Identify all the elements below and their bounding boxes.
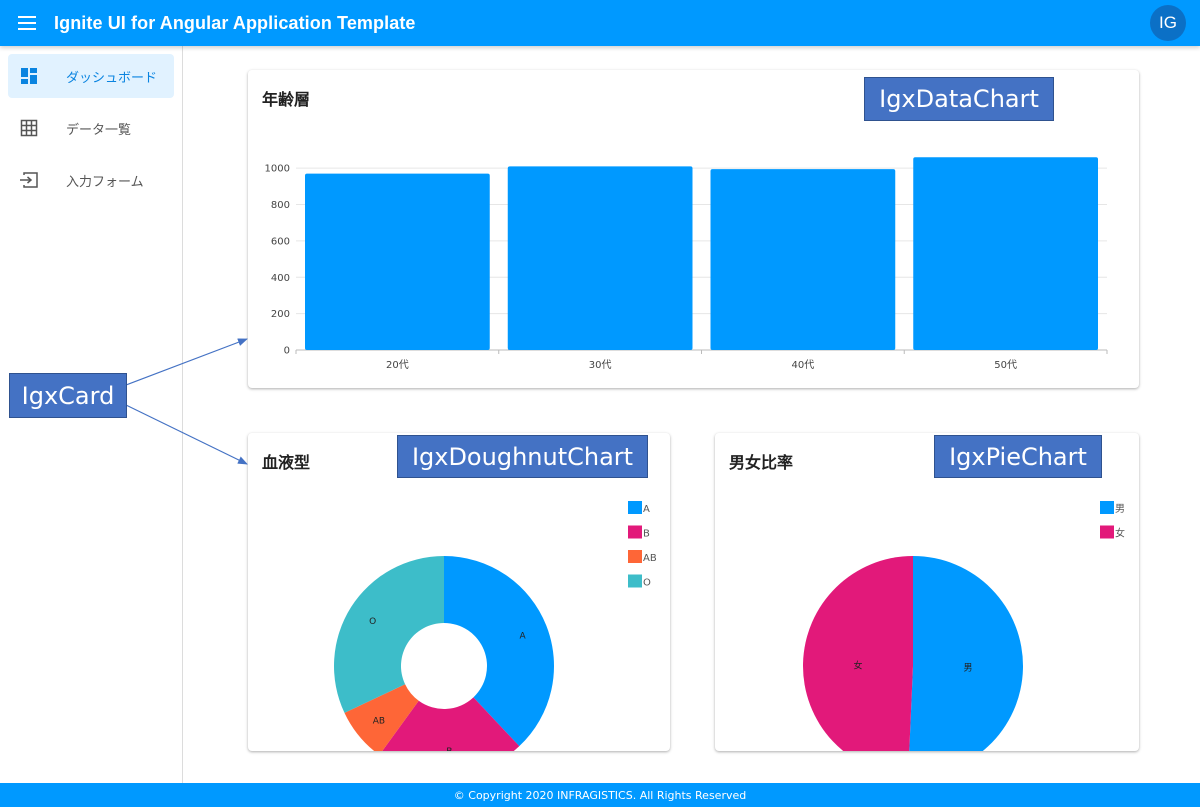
sidebar-item-data-list[interactable]: データ一覧 [8,106,174,150]
slice-label: B [446,747,452,751]
slice-男 [909,556,1023,751]
blood-type-card: 血液型 ABABOABABO [248,433,670,751]
annotation-data-chart: IgxDataChart [864,77,1054,121]
age-bar-chart: 0 200 400 600 800 1000 20代 30代 40代 50代 [265,157,1108,371]
annotation-doughnut-chart: IgxDoughnutChart [397,435,648,478]
legend-swatch-女 [1100,525,1114,539]
card-title: 血液型 [262,453,311,472]
bar-20代 [305,173,490,350]
slice-label: 女 [854,659,863,671]
bar-30代 [507,166,693,350]
y-tick-label: 200 [271,309,290,320]
slice-AB [344,684,419,751]
legend-label: A [643,504,650,515]
slice-B [382,697,520,751]
slice-label: O [369,617,376,627]
y-tick-label: 400 [271,273,290,284]
slice-label: A [519,631,526,641]
gender-ratio-card: 男女比率 男女男女 [715,433,1139,751]
sidebar-item-input-form[interactable]: 入力フォーム [8,158,174,202]
bar-50代 [913,157,1098,350]
grid-icon [8,106,50,150]
app-header: Ignite UI for Angular Application Templa… [0,0,1200,46]
avatar[interactable]: IG [1150,5,1186,41]
legend-label: O [643,578,651,589]
app-title: Ignite UI for Angular Application Templa… [54,12,416,33]
slice-label: AB [373,716,385,726]
bar-40代 [710,169,896,350]
age-card: 年齢層 0 200 400 600 800 1000 20代 30代 40代 50代 [248,70,1139,388]
y-tick-label: 1000 [265,164,290,175]
input-icon [8,158,50,202]
sidebar-item-label: ダッシュボード [66,70,158,86]
legend-swatch-AB [628,550,642,563]
legend-swatch-A [628,501,642,514]
legend-swatch-O [628,574,642,588]
y-tick-label: 0 [284,346,290,357]
x-tick-label: 50代 [994,359,1017,371]
copyright-text: © Copyright 2020 INFRAGISTICS. All Right… [453,788,747,802]
dashboard-icon [8,54,50,98]
legend-label: 女 [1115,527,1125,540]
x-tick-label: 40代 [792,359,815,371]
sidebar-item-label: データ一覧 [66,122,132,138]
x-tick-label: 20代 [386,359,409,371]
blood-type-doughnut-chart: ABABOABABO [334,501,657,751]
sidebar-item-dashboard[interactable]: ダッシュボード [8,54,174,98]
legend-swatch-B [628,525,642,539]
app-footer: © Copyright 2020 INFRAGISTICS. All Right… [0,783,1200,807]
y-tick-label: 600 [271,236,290,247]
x-tick-label: 30代 [589,359,612,371]
slice-label: 男 [963,663,972,674]
slice-A [444,556,554,747]
hamburger-icon[interactable] [0,0,54,46]
legend-label: AB [643,553,657,564]
card-title: 年齢層 [262,90,311,109]
slice-O [334,556,444,713]
annotation-pie-chart: IgxPieChart [934,435,1102,478]
annotation-card: IgxCard [9,373,127,418]
legend-label: 男 [1115,503,1125,515]
legend-label: B [643,529,650,540]
slice-女 [803,556,913,751]
sidebar-item-label: 入力フォーム [66,174,144,190]
y-tick-label: 800 [271,200,290,211]
card-title: 男女比率 [729,453,794,472]
legend-swatch-男 [1100,501,1114,514]
